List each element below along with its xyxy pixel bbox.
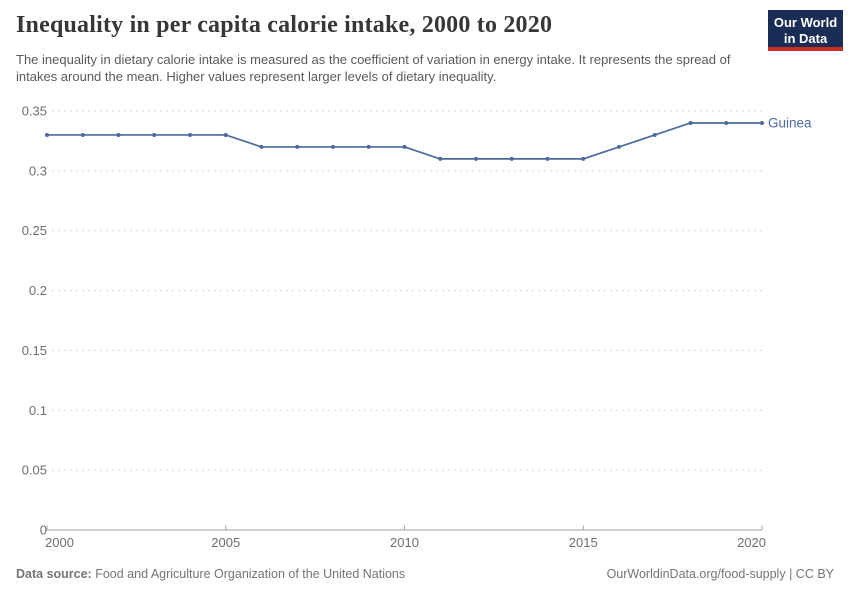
data-point-2018[interactable] xyxy=(688,120,693,125)
data-point-2005[interactable] xyxy=(223,132,228,137)
data-point-2010[interactable] xyxy=(402,144,407,149)
series-label-guinea[interactable]: Guinea xyxy=(768,115,812,130)
y-tick-label: 0 xyxy=(40,523,47,538)
y-tick-label: 0.35 xyxy=(22,104,47,119)
credit: OurWorldinData.org/food-supply | CC BY xyxy=(607,567,834,581)
data-point-2016[interactable] xyxy=(617,144,621,149)
y-tick-label: 0.05 xyxy=(22,463,47,478)
data-point-2009[interactable] xyxy=(366,144,371,149)
y-tick-label: 0.15 xyxy=(22,343,47,358)
credit-separator: | xyxy=(785,567,796,581)
data-point-2000[interactable] xyxy=(45,132,49,137)
license-label: CC BY xyxy=(795,567,834,581)
data-point-2001[interactable] xyxy=(80,132,85,137)
data-point-2019[interactable] xyxy=(724,120,729,125)
datasource-label: Data source: xyxy=(16,567,92,581)
data-point-2011[interactable] xyxy=(438,156,443,161)
x-tick-label: 2015 xyxy=(569,535,598,550)
data-point-2015[interactable] xyxy=(581,156,586,161)
data-point-2013[interactable] xyxy=(509,156,514,161)
datasource: Data source: Food and Agriculture Organi… xyxy=(16,567,405,581)
x-tick-label: 2010 xyxy=(390,535,419,550)
logo-text-line2: in Data xyxy=(783,31,828,46)
data-point-2012[interactable] xyxy=(474,156,478,161)
data-point-2006[interactable] xyxy=(259,144,264,149)
y-tick-label: 0.2 xyxy=(29,283,47,298)
logo-red-stripe xyxy=(768,47,843,51)
series-line-guinea[interactable] xyxy=(47,122,762,160)
page-title: Inequality in per capita calorie intake,… xyxy=(16,12,553,38)
owid-logo: Our World in Data xyxy=(768,10,843,51)
datasource-value: Food and Agriculture Organization of the… xyxy=(95,567,406,581)
y-tick-label: 0.25 xyxy=(22,223,47,238)
chart-footer: Data source: Food and Agriculture Organi… xyxy=(16,567,834,581)
data-point-2007[interactable] xyxy=(295,144,300,149)
chart-subtitle: The inequality in dietary calorie intake… xyxy=(16,52,731,84)
data-point-2008[interactable] xyxy=(331,144,335,149)
x-tick-label: 2000 xyxy=(45,535,74,550)
y-tick-label: 0.1 xyxy=(29,403,47,418)
logo-text-line1: Our World xyxy=(773,15,838,30)
y-tick-label: 0.3 xyxy=(29,163,47,178)
data-point-2020[interactable] xyxy=(760,120,764,125)
data-point-2004[interactable] xyxy=(188,132,192,137)
data-point-2014[interactable] xyxy=(545,156,550,161)
data-point-2003[interactable] xyxy=(152,132,157,137)
data-point-2017[interactable] xyxy=(652,132,657,137)
owid-url-link[interactable]: OurWorldinData.org/food-supply xyxy=(606,567,786,581)
x-tick-label: 2005 xyxy=(211,535,240,550)
data-point-2002[interactable] xyxy=(116,132,121,137)
x-tick-label: 2020 xyxy=(737,535,766,550)
